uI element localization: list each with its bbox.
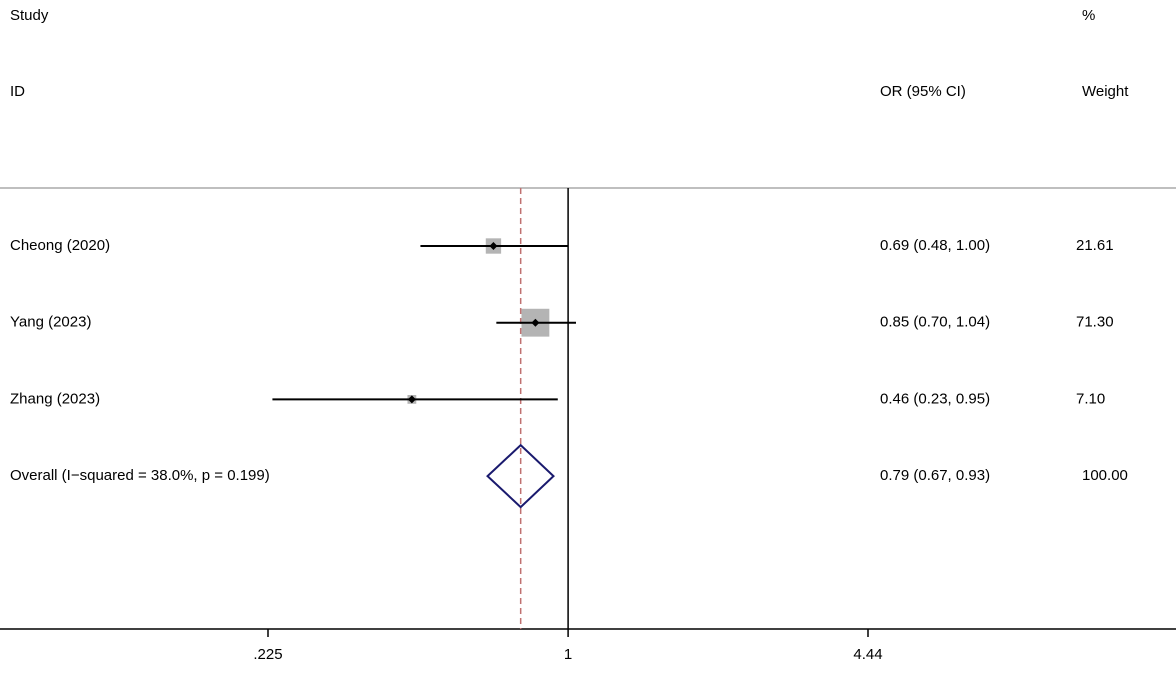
weight-label: 7.10	[1076, 390, 1105, 407]
point-estimate	[531, 318, 540, 327]
weight-label: 71.30	[1076, 314, 1114, 331]
header-id: ID	[10, 83, 25, 100]
weight-label: 100.00	[1082, 467, 1128, 484]
x-tick-label: 4.44	[853, 646, 882, 663]
study-label: Zhang (2023)	[10, 390, 100, 407]
overall-diamond	[486, 443, 555, 509]
x-tick-label: 1	[564, 646, 572, 663]
x-tick-label: .225	[253, 646, 282, 663]
ci-label: 0.69 (0.48, 1.00)	[880, 237, 990, 254]
point-estimate	[489, 242, 498, 250]
header-percent: %	[1082, 7, 1095, 24]
overall-label: Overall (I−squared = 38.0%, p = 0.199)	[10, 467, 270, 484]
ci-label: 0.85 (0.70, 1.04)	[880, 314, 990, 331]
header-ci: OR (95% CI)	[880, 83, 966, 100]
weight-label: 21.61	[1076, 237, 1114, 254]
ci-label: 0.46 (0.23, 0.95)	[880, 390, 990, 407]
ci-label: 0.79 (0.67, 0.93)	[880, 467, 990, 484]
header-study: Study	[10, 7, 49, 24]
study-label: Cheong (2020)	[10, 237, 110, 254]
point-estimate	[407, 395, 416, 404]
header-weight: Weight	[1082, 83, 1129, 100]
study-label: Yang (2023)	[10, 314, 91, 331]
